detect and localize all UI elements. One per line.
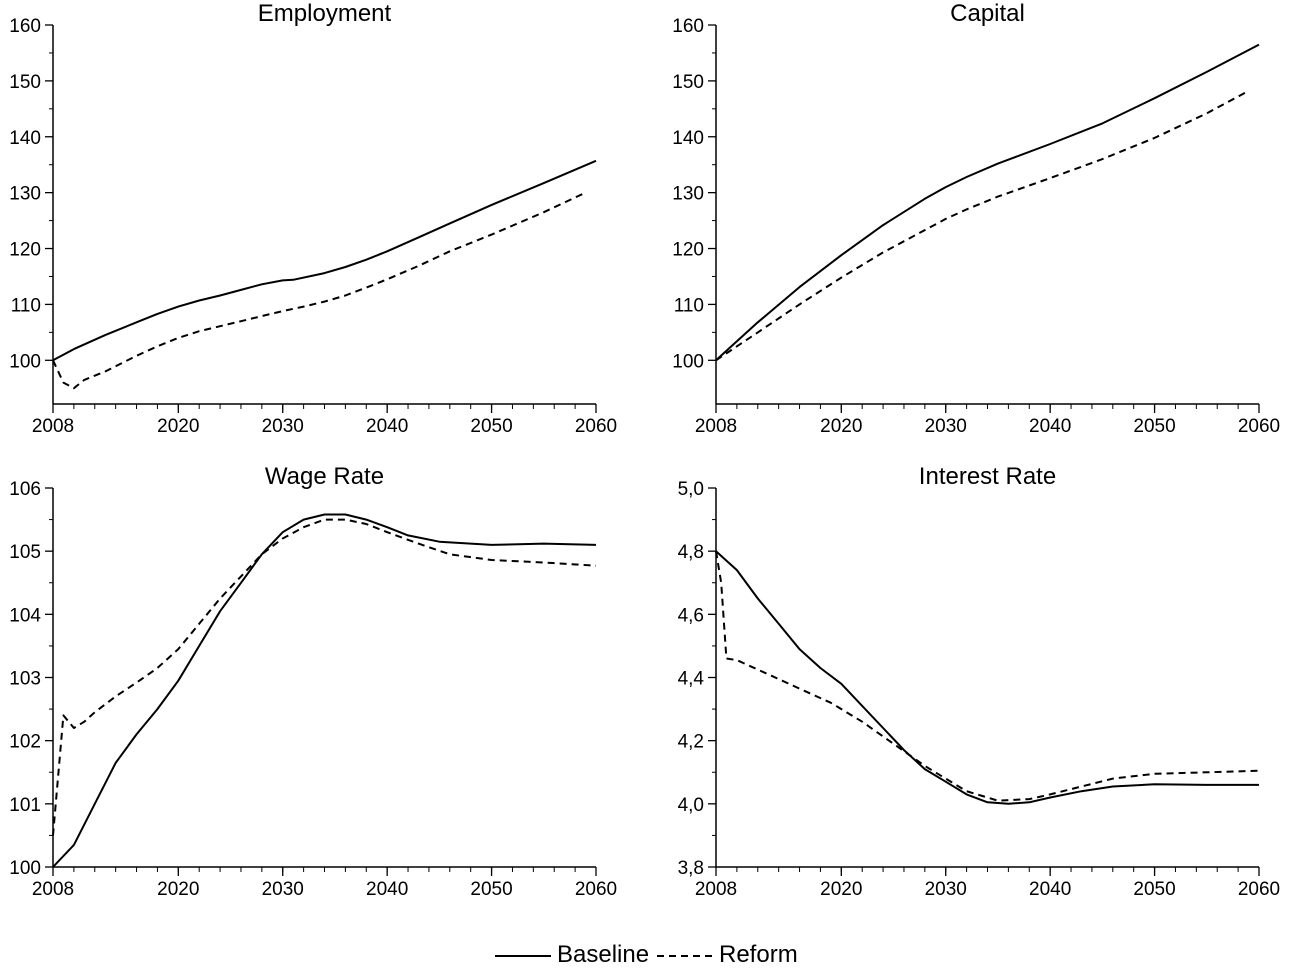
series-line-reform [52, 191, 587, 390]
x-tick-label: 2020 [157, 416, 199, 437]
legend-swatch-dashed [657, 955, 713, 957]
chart-title: Employment [258, 0, 392, 27]
y-tick-label: 150 [9, 72, 41, 93]
series-line-reform [715, 90, 1250, 362]
x-tick-label: 2060 [1238, 416, 1280, 437]
x-tick-label: 2008 [695, 879, 737, 900]
chart-title: Wage Rate [265, 463, 384, 490]
y-tick-label: 110 [674, 295, 704, 316]
x-tick-label: 2008 [32, 416, 74, 437]
y-tick-label: 110 [11, 295, 41, 316]
y-tick-label: 102 [9, 732, 41, 753]
y-tick-label: 120 [672, 240, 704, 261]
x-tick-label: 2040 [1029, 879, 1071, 900]
legend-item-reform: Reform [655, 938, 815, 968]
legend-label-reform: Reform [719, 941, 798, 968]
legend-swatch-solid [495, 955, 551, 957]
y-tick-label: 106 [9, 479, 41, 500]
panel-employment: Employment 100 110 120 130 140 150 160 2008 2020 2… [9, 0, 617, 437]
x-tick-label: 2060 [575, 879, 617, 900]
x-tick-label: 2050 [470, 879, 512, 900]
y-tick-label: 160 [9, 16, 41, 37]
series-line-baseline [52, 513, 597, 868]
series-line-baseline [52, 159, 597, 362]
x-tick-label: 2060 [575, 416, 617, 437]
x-tick-label: 2030 [262, 879, 304, 900]
series-line-reform [52, 518, 597, 836]
legend-label-baseline: Baseline [557, 941, 650, 968]
y-tick-label: 100 [672, 351, 704, 372]
x-tick-label: 2040 [1029, 416, 1071, 437]
y-tick-label: 5,0 [678, 479, 704, 500]
y-tick-label: 100 [9, 858, 41, 879]
x-tick-label: 2020 [157, 879, 199, 900]
series-line-reform [715, 551, 1260, 802]
y-tick-label: 100 [9, 351, 41, 372]
x-tick-label: 2008 [32, 879, 74, 900]
chart-title: Interest Rate [919, 463, 1056, 490]
x-tick-label: 2050 [1133, 879, 1175, 900]
y-tick-label: 103 [9, 669, 41, 690]
figure-canvas: Employment 100 110 120 130 140 150 160 2008 2020 2… [9, 0, 1281, 900]
x-tick-label: 2030 [925, 879, 967, 900]
x-tick-label: 2030 [262, 416, 304, 437]
x-tick-label: 2030 [925, 416, 967, 437]
x-tick-label: 2060 [1238, 879, 1280, 900]
y-tick-label: 150 [672, 72, 704, 93]
y-tick-label: 4,4 [678, 669, 705, 690]
x-tick-label: 2020 [820, 416, 862, 437]
y-tick-label: 140 [672, 128, 704, 149]
panel-wage-rate: Wage Rate 100 101 102 103 104 105 106 2008 2020 20… [9, 463, 617, 900]
y-tick-label: 130 [672, 184, 704, 205]
x-tick-label: 2008 [695, 416, 737, 437]
y-tick-label: 105 [9, 542, 41, 563]
panel-interest-rate: Interest Rate 3,8 4,0 4,2 4,4 4,6 4,8 5,0 2008 20… [678, 463, 1281, 900]
y-tick-label: 120 [9, 240, 41, 261]
x-tick-label: 2050 [1133, 416, 1175, 437]
y-tick-label: 160 [672, 16, 704, 37]
y-tick-label: 130 [9, 184, 41, 205]
y-tick-label: 140 [9, 128, 41, 149]
y-tick-label: 4,0 [678, 795, 704, 816]
x-tick-label: 2040 [366, 879, 408, 900]
y-tick-label: 3,8 [678, 858, 704, 879]
y-tick-label: 101 [9, 795, 41, 816]
y-tick-label: 4,8 [678, 542, 704, 563]
series-line-baseline [715, 550, 1259, 805]
panel-capital: Capital 100 110 120 130 140 150 160 2008 2020 2030… [672, 0, 1280, 437]
y-tick-label: 4,2 [678, 732, 704, 753]
x-tick-label: 2020 [820, 879, 862, 900]
x-tick-label: 2050 [470, 416, 512, 437]
legend: Baseline Reform [0, 938, 1290, 968]
y-tick-label: 104 [9, 605, 41, 626]
series-line-baseline [715, 43, 1260, 362]
chart-title: Capital [950, 0, 1025, 27]
legend-item-baseline: Baseline [495, 938, 655, 968]
x-tick-label: 2040 [366, 416, 408, 437]
y-tick-label: 4,6 [678, 605, 704, 626]
